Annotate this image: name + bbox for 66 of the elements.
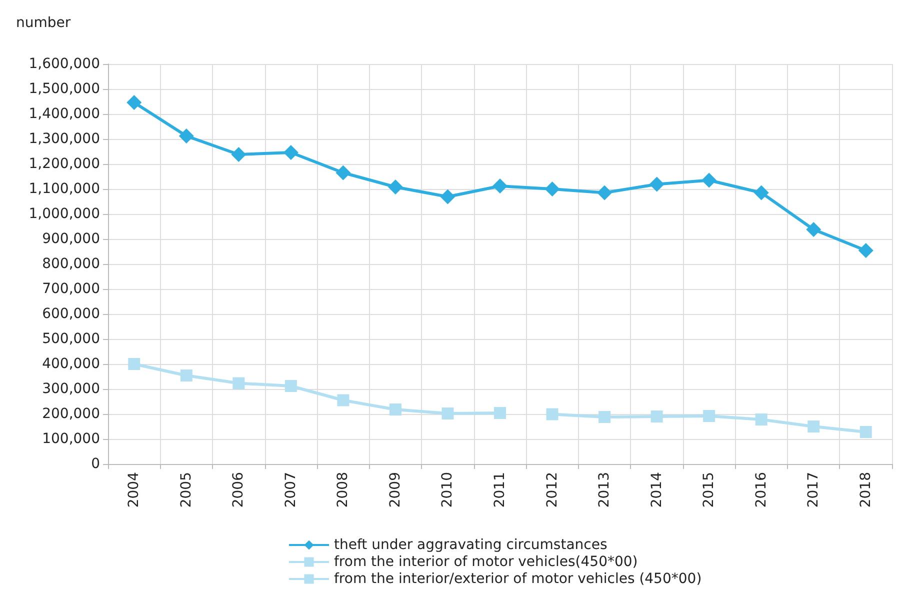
point — [283, 145, 298, 160]
point — [597, 185, 612, 200]
point — [806, 222, 822, 237]
point — [650, 410, 663, 422]
y-tick-label: 700,000 — [42, 281, 100, 297]
y-tick-label: 100,000 — [42, 431, 100, 447]
y-tick-label: 1,400,000 — [28, 106, 100, 122]
y-tick-label: 1,500,000 — [28, 81, 100, 97]
point — [440, 189, 456, 204]
point — [126, 95, 142, 110]
point — [232, 377, 245, 390]
point — [703, 410, 716, 422]
y-tick-label: 800,000 — [42, 256, 100, 272]
point — [649, 176, 664, 192]
point — [858, 243, 874, 258]
y-tick-label: 1,100,000 — [28, 181, 100, 197]
x-tick-label: 2010 — [440, 472, 456, 508]
point — [860, 426, 872, 438]
point — [178, 128, 194, 144]
point — [442, 408, 454, 420]
x-tick-label: 2008 — [335, 472, 352, 508]
x-tick-label: 2009 — [387, 472, 404, 508]
y-axis-title: number — [16, 15, 71, 31]
y-tick-label: 0 — [91, 456, 100, 472]
legend-label: from the interior/exterior of motor vehicles (450*00) — [334, 571, 702, 587]
legend-label: theft under aggravating circumstances — [334, 537, 608, 553]
point — [231, 147, 246, 162]
y-tick-label: 900,000 — [42, 231, 100, 247]
x-tick-label: 2006 — [230, 472, 247, 508]
point — [754, 185, 769, 200]
point — [389, 404, 402, 416]
x-tick-label: 2007 — [282, 472, 299, 508]
point — [808, 420, 820, 432]
x-tick-label: 2016 — [753, 472, 770, 508]
y-tick-label: 1,200,000 — [28, 156, 100, 172]
x-tick-label: 2004 — [126, 472, 142, 508]
x-tick-label: 2013 — [596, 472, 613, 508]
point — [755, 414, 768, 426]
point — [494, 407, 506, 419]
point — [180, 370, 192, 382]
point — [702, 172, 717, 188]
y-tick-label: 1,600,000 — [28, 56, 100, 72]
x-tick-label: 2017 — [806, 472, 822, 508]
point — [336, 165, 351, 180]
point — [544, 182, 560, 196]
x-tick-label: 2005 — [178, 472, 194, 508]
x-tick-label: 2018 — [858, 472, 874, 508]
point — [546, 408, 558, 420]
y-tick-label: 1,000,000 — [28, 206, 100, 222]
legend-label: from the interior of motor vehicles(450*00) — [334, 554, 638, 570]
point — [337, 394, 350, 406]
point — [492, 178, 508, 194]
y-tick-label: 300,000 — [42, 381, 100, 397]
point — [388, 180, 403, 194]
y-tick-label: 600,000 — [42, 306, 100, 322]
y-tick-label: 200,000 — [42, 406, 100, 422]
y-tick-label: 500,000 — [42, 331, 100, 347]
x-tick-label: 2011 — [492, 472, 508, 508]
x-tick-label: 2015 — [701, 472, 718, 508]
point — [598, 411, 611, 423]
x-tick-label: 2012 — [544, 472, 560, 508]
y-tick-label: 1,300,000 — [28, 131, 100, 147]
y-tick-label: 400,000 — [42, 356, 100, 372]
x-tick-label: 2014 — [648, 472, 665, 508]
point — [284, 380, 297, 392]
point — [128, 358, 140, 370]
